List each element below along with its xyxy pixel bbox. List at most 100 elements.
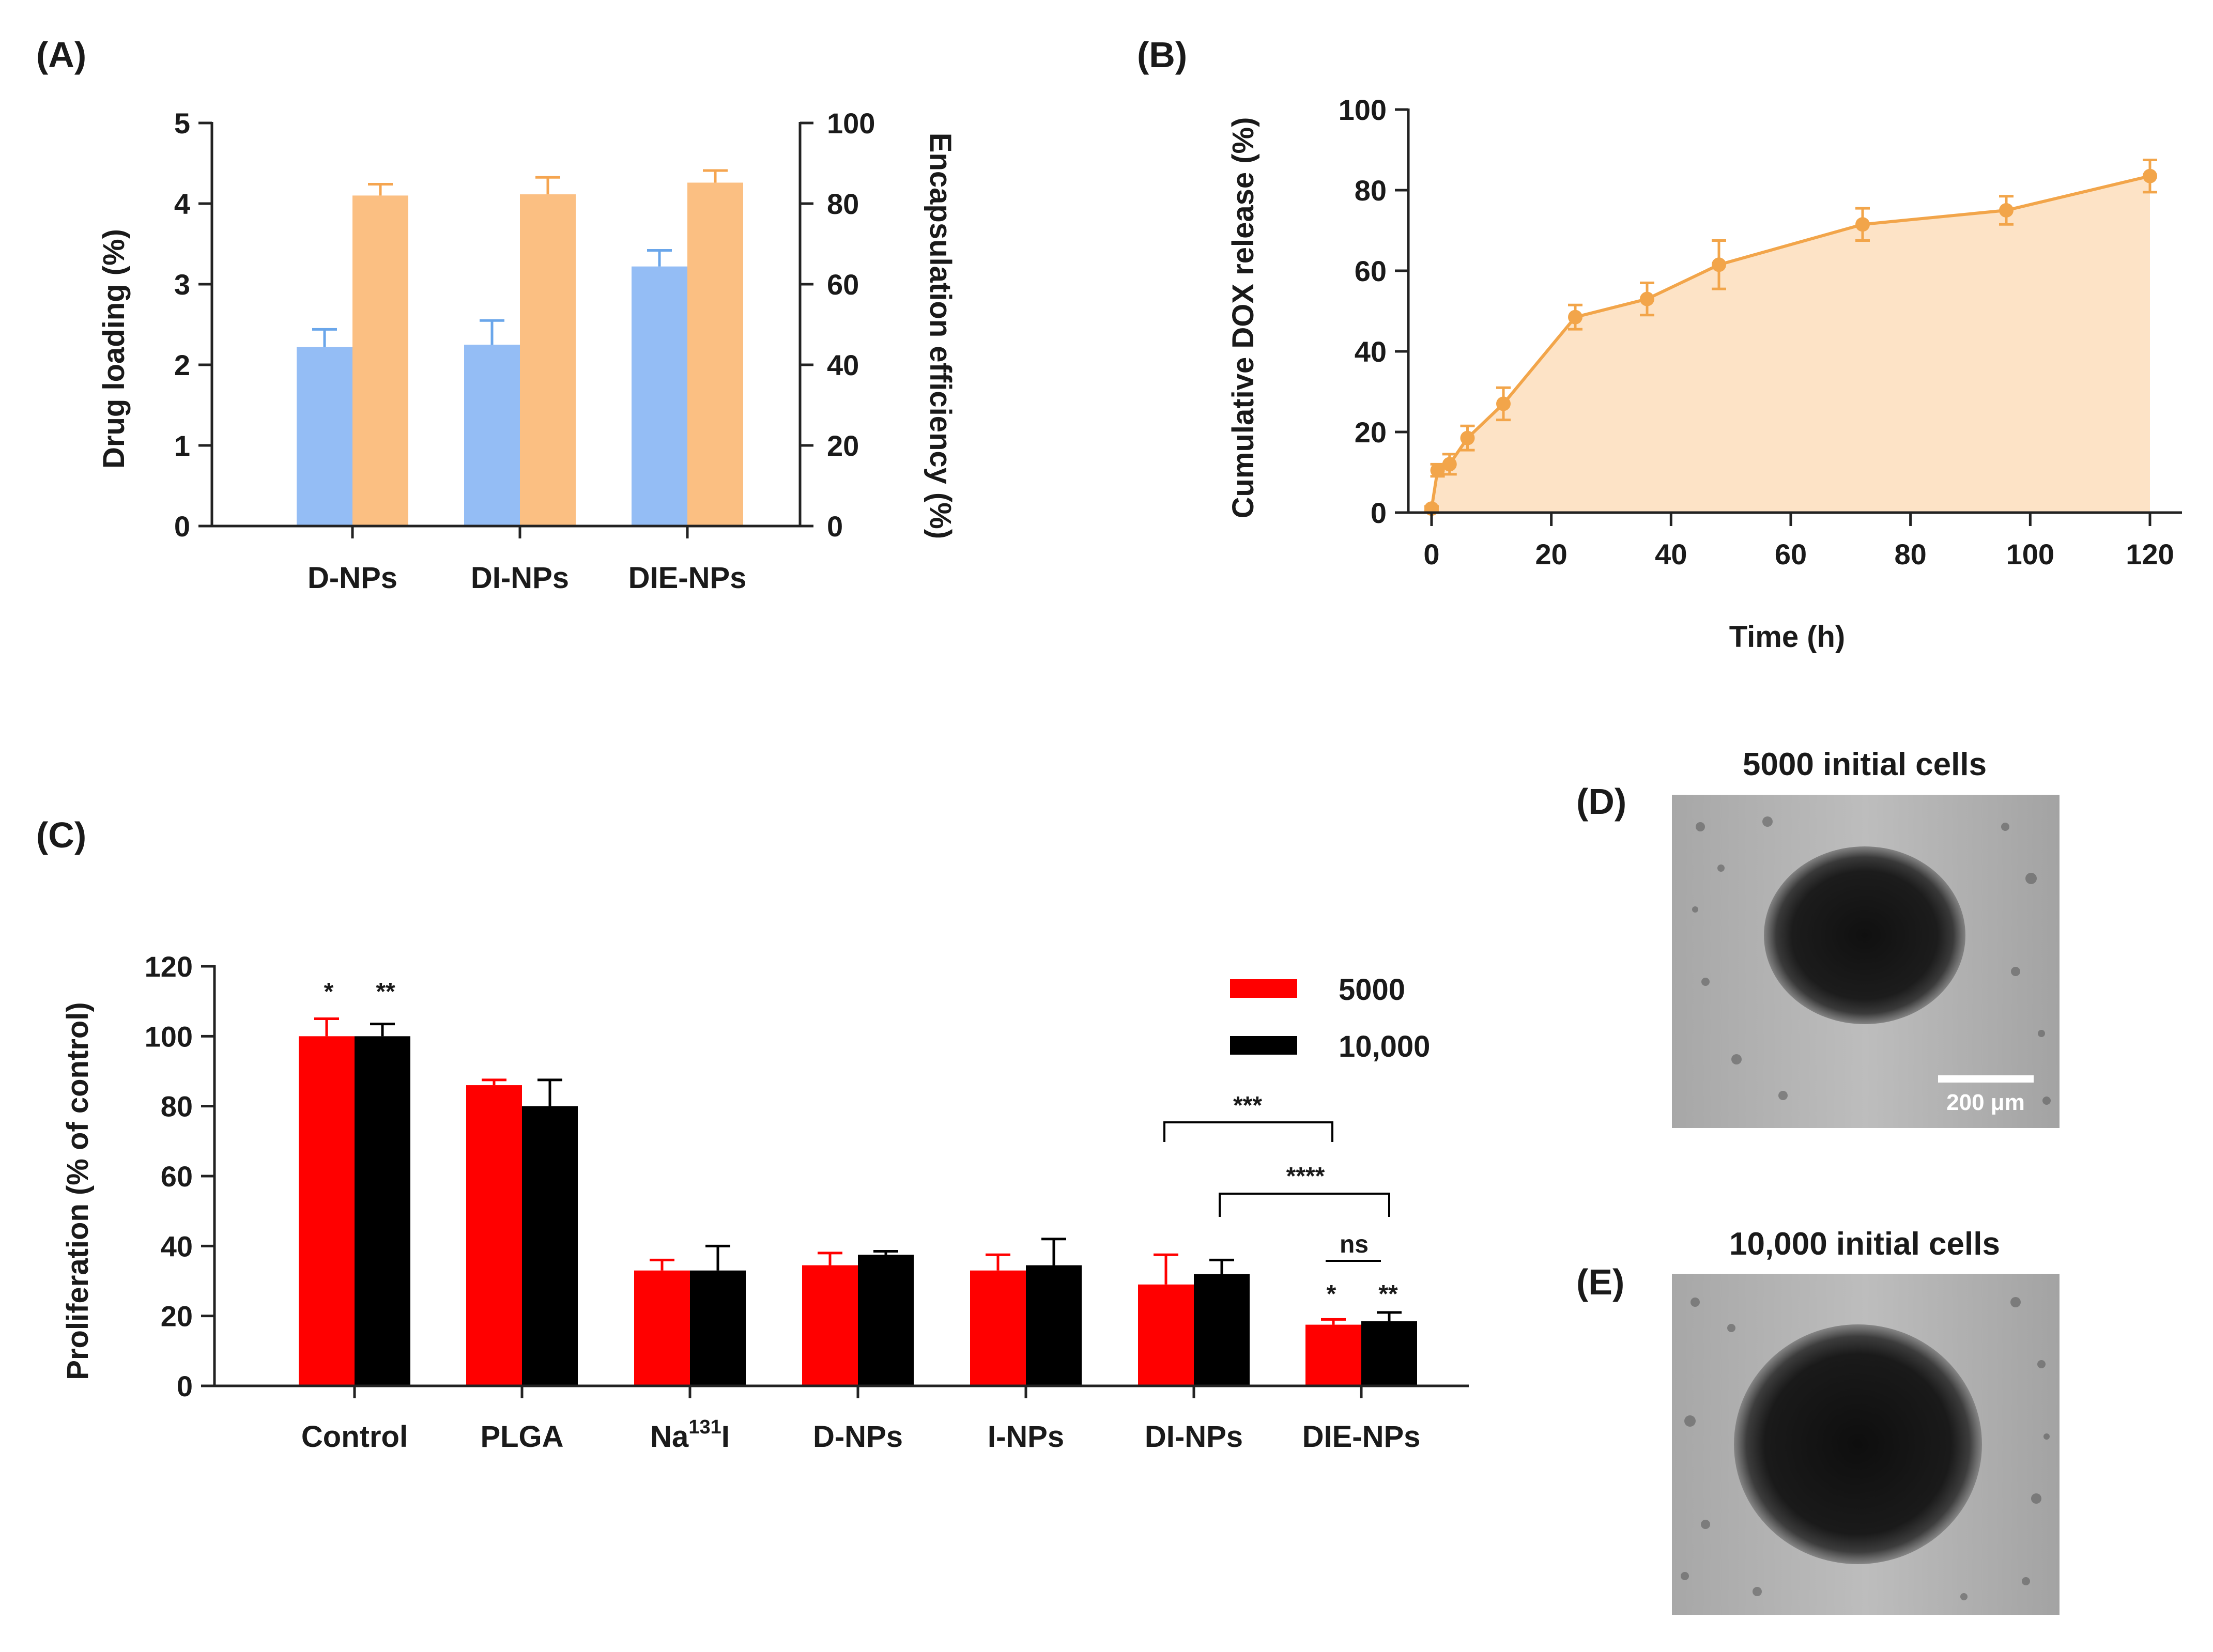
sig-control-10000: ** xyxy=(376,978,395,1006)
tick-label-x: 40 xyxy=(1655,538,1687,570)
bar-5000 xyxy=(299,1036,355,1386)
tick-label-x: 20 xyxy=(1535,538,1567,570)
chart-b-plot-area: 0 20 40 60 80 100 0 20 40 60 80 100 120 xyxy=(1339,94,2182,570)
release-point xyxy=(1568,310,1582,325)
tick-label-y: 40 xyxy=(161,1230,193,1262)
chart-c-category-tail: I xyxy=(721,1420,730,1454)
micrograph-e-10000-cells: 10,000 initial cells xyxy=(1672,1226,2060,1615)
chart-b-cumulative-release: 0 20 40 60 80 100 0 20 40 60 80 100 120 Cumulative D… xyxy=(1226,94,2182,654)
micrograph-e-debris xyxy=(1681,1297,2050,1600)
sig-control-5000: * xyxy=(324,978,334,1006)
release-point xyxy=(2143,168,2157,183)
bar-encapsulation xyxy=(352,195,408,526)
tick-label-left: 5 xyxy=(174,107,190,140)
chart-a-category-label: D-NPs xyxy=(308,561,397,595)
tick-label-x: 100 xyxy=(2006,538,2054,570)
chart-c-category-label: DI-NPs xyxy=(1145,1420,1243,1454)
panel-label-d: (D) xyxy=(1576,781,1626,822)
bar-5000 xyxy=(802,1265,858,1386)
release-point xyxy=(1712,257,1726,272)
chart-b-ylabel: Cumulative DOX release (%) xyxy=(1226,117,1260,519)
bracket-label-ns: ns xyxy=(1340,1231,1369,1258)
bar-5000 xyxy=(634,1270,690,1386)
tick-label-x: 60 xyxy=(1775,538,1807,570)
bracket-label-1: *** xyxy=(1233,1092,1262,1119)
release-point xyxy=(1999,203,2014,218)
chart-c-category-label: I-NPs xyxy=(988,1420,1064,1454)
chart-c-ylabel: Proliferation (% of control) xyxy=(61,1002,95,1380)
bar-10000 xyxy=(1026,1265,1082,1386)
tick-label-x: 120 xyxy=(2126,538,2174,570)
release-point xyxy=(1442,457,1457,472)
tick-label-y: 80 xyxy=(1355,174,1387,207)
release-point xyxy=(1496,396,1511,411)
bar-10000 xyxy=(858,1255,914,1386)
spheroid-d xyxy=(1764,846,1965,1024)
tick-label-right: 0 xyxy=(827,510,843,543)
chart-c-proliferation: 0 20 40 60 80 100 120 Proliferation (% of cont… xyxy=(61,950,1469,1454)
bar-5000 xyxy=(466,1085,522,1386)
legend-swatch-10000 xyxy=(1230,1036,1297,1055)
bar-5000 xyxy=(1138,1284,1194,1386)
bar-10000 xyxy=(1194,1274,1250,1386)
bar-drug-loading xyxy=(464,345,520,526)
bracket-dinps-dienps-10000 xyxy=(1219,1193,1390,1217)
sig-dienps-5000: * xyxy=(1327,1280,1336,1308)
chart-b-xlabel: Time (h) xyxy=(1729,620,1846,654)
tick-label-left: 0 xyxy=(174,510,190,543)
chart-a-drug-loading-encapsulation: 0 1 2 3 4 5 0 20 40 60 80 100 Drug loading (%) Enca… xyxy=(97,107,957,595)
legend-label-5000: 5000 xyxy=(1339,973,1405,1007)
tick-label-x: 0 xyxy=(1423,538,1439,570)
chart-c-plot-area: 0 20 40 60 80 100 120 xyxy=(145,950,1469,1402)
tick-label-y: 20 xyxy=(161,1300,193,1333)
spheroid-e xyxy=(1734,1324,1982,1564)
tick-label-right: 40 xyxy=(827,349,859,381)
scale-bar-label: 200 μm xyxy=(1946,1090,2025,1115)
chart-c-category-label: PLGA xyxy=(480,1420,563,1454)
tick-label-y: 80 xyxy=(161,1090,193,1123)
bar-10000 xyxy=(1361,1321,1417,1386)
chart-c-category-label: Control xyxy=(301,1420,408,1454)
tick-label-right: 20 xyxy=(827,429,859,462)
bar-encapsulation xyxy=(687,182,743,526)
tick-label-left: 1 xyxy=(174,429,190,462)
tick-label-right: 100 xyxy=(827,107,875,140)
chart-a-plot-area: 0 1 2 3 4 5 0 20 40 60 80 100 xyxy=(174,107,875,543)
tick-label-y: 100 xyxy=(145,1020,193,1053)
tick-label-x: 80 xyxy=(1895,538,1927,570)
bar-drug-loading xyxy=(297,347,352,526)
chart-c-category-base: Na xyxy=(650,1420,689,1454)
bar-10000 xyxy=(690,1270,746,1386)
legend-swatch-5000 xyxy=(1230,979,1297,998)
chart-c-category-label-na131i: Na131I xyxy=(650,1416,730,1454)
release-point xyxy=(1855,217,1870,232)
tick-label-left: 4 xyxy=(174,188,190,220)
tick-label-left: 2 xyxy=(174,349,190,381)
tick-label-y: 40 xyxy=(1355,335,1387,368)
tick-label-left: 3 xyxy=(174,268,190,301)
chart-a-ylabel-right: Encapsulation efficiency (%) xyxy=(924,133,957,539)
release-point xyxy=(1430,463,1445,478)
bracket-dinps-dienps-5000 xyxy=(1163,1121,1333,1142)
sig-dienps-10000: ** xyxy=(1378,1280,1398,1308)
tick-label-y: 100 xyxy=(1339,94,1387,126)
micrograph-e-title: 10,000 initial cells xyxy=(1729,1226,2000,1262)
chart-a-category-label: DI-NPs xyxy=(471,561,569,595)
release-area-fill xyxy=(1432,176,2150,513)
release-point xyxy=(1460,430,1475,445)
tick-label-y: 60 xyxy=(161,1160,193,1193)
tick-label-y: 120 xyxy=(145,950,193,983)
micrograph-d-5000-cells: 5000 initial cells 200 μm xyxy=(1672,747,2060,1128)
chart-c-category-sup: 131 xyxy=(688,1416,721,1438)
bar-encapsulation xyxy=(520,194,576,526)
bar-5000 xyxy=(1305,1324,1361,1386)
panel-label-e: (E) xyxy=(1576,1262,1624,1302)
panel-label-b: (B) xyxy=(1137,35,1187,75)
chart-c-category-label: D-NPs xyxy=(813,1420,903,1454)
panel-label-a: (A) xyxy=(36,35,86,75)
release-point xyxy=(1640,291,1654,306)
bracket-label-2: **** xyxy=(1286,1163,1325,1190)
micrograph-d-title: 5000 initial cells xyxy=(1743,747,1987,782)
tick-label-right: 80 xyxy=(827,188,859,220)
bar-10000 xyxy=(355,1036,410,1386)
